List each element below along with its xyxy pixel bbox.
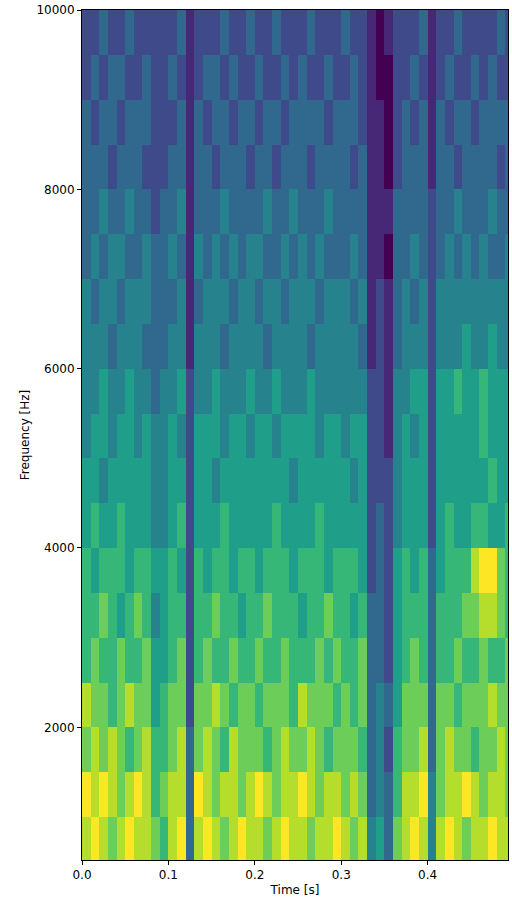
svg-text:0.1: 0.1 xyxy=(159,868,178,882)
svg-text:4000: 4000 xyxy=(44,541,75,555)
svg-text:8000: 8000 xyxy=(44,183,75,197)
svg-text:0.3: 0.3 xyxy=(332,868,351,882)
svg-text:0.0: 0.0 xyxy=(72,868,91,882)
svg-text:0.4: 0.4 xyxy=(418,868,437,882)
svg-text:6000: 6000 xyxy=(44,362,75,376)
svg-text:Frequency [Hz]: Frequency [Hz] xyxy=(18,390,32,481)
svg-text:10000: 10000 xyxy=(36,3,74,17)
svg-text:Time [s]: Time [s] xyxy=(270,883,320,897)
svg-text:0.2: 0.2 xyxy=(245,868,264,882)
svg-text:2000: 2000 xyxy=(44,721,75,735)
